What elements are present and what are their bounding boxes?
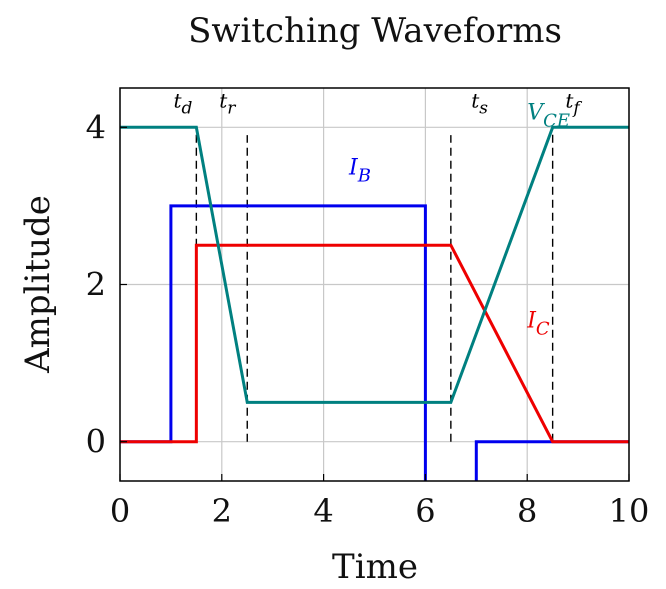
y-axis-label: Amplitude bbox=[18, 195, 58, 374]
series-i-c-line bbox=[120, 243, 629, 444]
y-tick-label: 0 bbox=[86, 423, 106, 461]
x-axis-label: Time bbox=[332, 547, 418, 587]
y-tick-label: 4 bbox=[86, 108, 106, 146]
series-layer bbox=[120, 125, 629, 481]
timing-label-td: td bbox=[173, 89, 192, 119]
timing-label-tr: tr bbox=[219, 89, 236, 119]
timing-label-ts: ts bbox=[471, 89, 488, 119]
chart-title: Switching Waveforms bbox=[188, 11, 562, 51]
series-i-b-label: IB bbox=[348, 155, 371, 186]
y-tick-label: 2 bbox=[86, 266, 106, 304]
axis-layer: 0 2 4 6 8 10 0 2 4 bbox=[86, 87, 650, 530]
x-tick-label: 0 bbox=[110, 492, 130, 530]
series-v-ce-label: VCE bbox=[527, 100, 570, 131]
x-tick-label: 2 bbox=[212, 492, 232, 530]
x-tick-label: 6 bbox=[415, 492, 435, 530]
x-tick-label: 8 bbox=[517, 492, 537, 530]
series-i-b-line-segment bbox=[474, 440, 629, 481]
annotation-layer: IB IC VCE td tr ts tf bbox=[173, 89, 582, 340]
x-tick-label: 10 bbox=[609, 492, 650, 530]
series-i-c-label: IC bbox=[526, 309, 550, 340]
series-v-ce-line bbox=[120, 125, 629, 404]
timing-label-tf: tf bbox=[565, 89, 582, 119]
series-i-b-line bbox=[120, 204, 427, 481]
x-tick-label: 4 bbox=[313, 492, 333, 530]
